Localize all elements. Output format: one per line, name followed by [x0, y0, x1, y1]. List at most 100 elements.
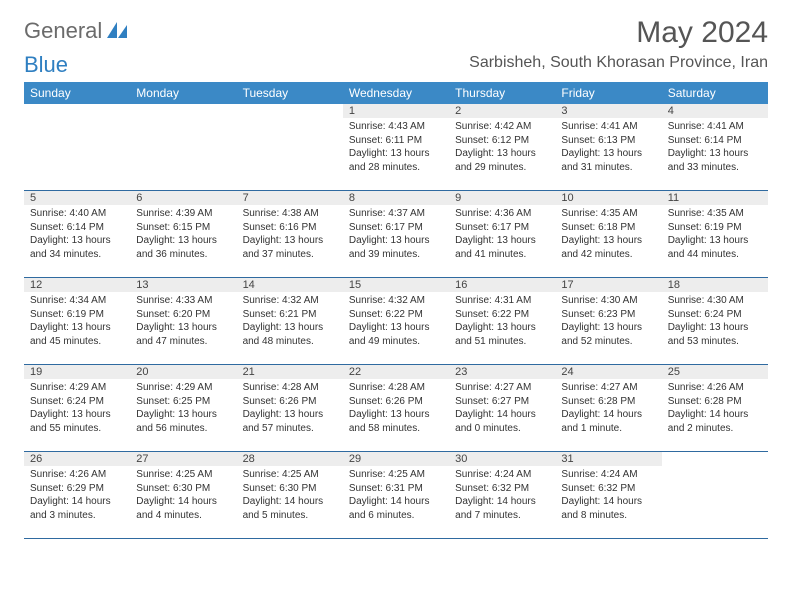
- day-cell: 22 Sunrise: 4:28 AMSunset: 6:26 PMDayligh…: [343, 365, 449, 451]
- day-cell: 11Sunrise: 4:35 AMSunset: 6:19 PMDayligh…: [662, 191, 768, 277]
- logo-sail-icon: [107, 22, 129, 40]
- sunrise-text: Sunrise: 4:38 AM: [243, 207, 337, 221]
- daylight-text: Daylight: 13 hours and 51 minutes.: [455, 321, 549, 348]
- sunrise-text: Sunrise: 4:29 AM: [30, 381, 124, 395]
- logo-word-1: General: [24, 18, 102, 44]
- day-number: 27: [130, 452, 236, 466]
- day-cell: 28Sunrise: 4:25 AMSunset: 6:30 PMDayligh…: [237, 452, 343, 538]
- sunrise-text: Sunrise: 4:26 AM: [668, 381, 762, 395]
- day-cell: 3Sunrise: 4:41 AMSunset: 6:13 PMDaylight…: [555, 104, 661, 190]
- day-number: 24: [555, 365, 661, 379]
- sunset-text: Sunset: 6:13 PM: [561, 134, 655, 148]
- daylight-text: Daylight: 13 hours and 57 minutes.: [243, 408, 337, 435]
- sunset-text: Sunset: 6:26 PM: [349, 395, 443, 409]
- day-number: 10: [555, 191, 661, 205]
- daylight-text: Daylight: 13 hours and 52 minutes.: [561, 321, 655, 348]
- day-number: 28: [237, 452, 343, 466]
- daylight-text: Daylight: 14 hours and 8 minutes.: [561, 495, 655, 522]
- day-number: 21: [237, 365, 343, 379]
- sunset-text: Sunset: 6:25 PM: [136, 395, 230, 409]
- day-cell: 5Sunrise: 4:40 AMSunset: 6:14 PMDaylight…: [24, 191, 130, 277]
- day-number: 22: [343, 365, 449, 379]
- sunset-text: Sunset: 6:29 PM: [30, 482, 124, 496]
- sunrise-text: Sunrise: 4:34 AM: [30, 294, 124, 308]
- sunrise-text: Sunrise: 4:28 AM: [349, 381, 443, 395]
- daylight-text: Daylight: 14 hours and 7 minutes.: [455, 495, 549, 522]
- day-number: 15: [343, 278, 449, 292]
- sunset-text: Sunset: 6:22 PM: [455, 308, 549, 322]
- daylight-text: Daylight: 13 hours and 31 minutes.: [561, 147, 655, 174]
- daylight-text: Daylight: 13 hours and 55 minutes.: [30, 408, 124, 435]
- day-number: 20: [130, 365, 236, 379]
- daylight-text: Daylight: 13 hours and 41 minutes.: [455, 234, 549, 261]
- day-cell: 12 Sunrise: 4:34 AMSunset: 6:19 PMDayligh…: [24, 278, 130, 364]
- day-cell: [662, 452, 768, 538]
- day-number: 12: [24, 278, 130, 292]
- day-number: 16: [449, 278, 555, 292]
- weekday-label: Thursday: [449, 82, 555, 104]
- daylight-text: Daylight: 14 hours and 2 minutes.: [668, 408, 762, 435]
- sunrise-text: Sunrise: 4:33 AM: [136, 294, 230, 308]
- daylight-text: Daylight: 13 hours and 28 minutes.: [349, 147, 443, 174]
- daylight-text: Daylight: 13 hours and 47 minutes.: [136, 321, 230, 348]
- sunset-text: Sunset: 6:28 PM: [561, 395, 655, 409]
- day-number: 31: [555, 452, 661, 466]
- logo: General: [24, 18, 131, 44]
- week-row: 26Sunrise: 4:26 AMSunset: 6:29 PMDayligh…: [24, 452, 768, 539]
- sunset-text: Sunset: 6:20 PM: [136, 308, 230, 322]
- day-number: 29: [343, 452, 449, 466]
- day-cell: 4Sunrise: 4:41 AMSunset: 6:14 PMDaylight…: [662, 104, 768, 190]
- sunrise-text: Sunrise: 4:24 AM: [561, 468, 655, 482]
- day-number: [237, 104, 343, 118]
- sunrise-text: Sunrise: 4:35 AM: [561, 207, 655, 221]
- week-row: 19Sunrise: 4:29 AMSunset: 6:24 PMDayligh…: [24, 365, 768, 452]
- daylight-text: Daylight: 13 hours and 45 minutes.: [30, 321, 124, 348]
- sunrise-text: Sunrise: 4:39 AM: [136, 207, 230, 221]
- daylight-text: Daylight: 13 hours and 42 minutes.: [561, 234, 655, 261]
- sunset-text: Sunset: 6:19 PM: [30, 308, 124, 322]
- sunset-text: Sunset: 6:21 PM: [243, 308, 337, 322]
- day-cell: 18Sunrise: 4:30 AMSunset: 6:24 PMDayligh…: [662, 278, 768, 364]
- day-cell: 25Sunrise: 4:26 AMSunset: 6:28 PMDayligh…: [662, 365, 768, 451]
- day-number: 11: [662, 191, 768, 205]
- sunrise-text: Sunrise: 4:32 AM: [349, 294, 443, 308]
- day-number: [130, 104, 236, 118]
- weekday-label: Monday: [130, 82, 236, 104]
- sunrise-text: Sunrise: 4:36 AM: [455, 207, 549, 221]
- day-number: 3: [555, 104, 661, 118]
- sunrise-text: Sunrise: 4:30 AM: [561, 294, 655, 308]
- sunset-text: Sunset: 6:18 PM: [561, 221, 655, 235]
- day-cell: 31Sunrise: 4:24 AMSunset: 6:32 PMDayligh…: [555, 452, 661, 538]
- sunrise-text: Sunrise: 4:37 AM: [349, 207, 443, 221]
- sunset-text: Sunset: 6:17 PM: [455, 221, 549, 235]
- daylight-text: Daylight: 13 hours and 58 minutes.: [349, 408, 443, 435]
- daylight-text: Daylight: 13 hours and 39 minutes.: [349, 234, 443, 261]
- sunset-text: Sunset: 6:30 PM: [243, 482, 337, 496]
- day-number: 9: [449, 191, 555, 205]
- daylight-text: Daylight: 14 hours and 1 minute.: [561, 408, 655, 435]
- sunset-text: Sunset: 6:11 PM: [349, 134, 443, 148]
- sunset-text: Sunset: 6:30 PM: [136, 482, 230, 496]
- month-title: May 2024: [469, 18, 768, 48]
- day-cell: 21Sunrise: 4:28 AMSunset: 6:26 PMDayligh…: [237, 365, 343, 451]
- sunset-text: Sunset: 6:14 PM: [30, 221, 124, 235]
- sunset-text: Sunset: 6:22 PM: [349, 308, 443, 322]
- day-number: 6: [130, 191, 236, 205]
- day-cell: 20Sunrise: 4:29 AMSunset: 6:25 PMDayligh…: [130, 365, 236, 451]
- sunrise-text: Sunrise: 4:27 AM: [561, 381, 655, 395]
- sunrise-text: Sunrise: 4:25 AM: [136, 468, 230, 482]
- day-cell: 29Sunrise: 4:25 AMSunset: 6:31 PMDayligh…: [343, 452, 449, 538]
- day-number: 8: [343, 191, 449, 205]
- daylight-text: Daylight: 14 hours and 6 minutes.: [349, 495, 443, 522]
- daylight-text: Daylight: 13 hours and 44 minutes.: [668, 234, 762, 261]
- day-number: 14: [237, 278, 343, 292]
- sunrise-text: Sunrise: 4:25 AM: [243, 468, 337, 482]
- weekday-header-row: Sunday Monday Tuesday Wednesday Thursday…: [24, 82, 768, 104]
- sunset-text: Sunset: 6:16 PM: [243, 221, 337, 235]
- day-cell: 2Sunrise: 4:42 AMSunset: 6:12 PMDaylight…: [449, 104, 555, 190]
- calendar: Sunday Monday Tuesday Wednesday Thursday…: [24, 82, 768, 539]
- daylight-text: Daylight: 13 hours and 33 minutes.: [668, 147, 762, 174]
- day-number: 1: [343, 104, 449, 118]
- sunrise-text: Sunrise: 4:24 AM: [455, 468, 549, 482]
- day-number: 19: [24, 365, 130, 379]
